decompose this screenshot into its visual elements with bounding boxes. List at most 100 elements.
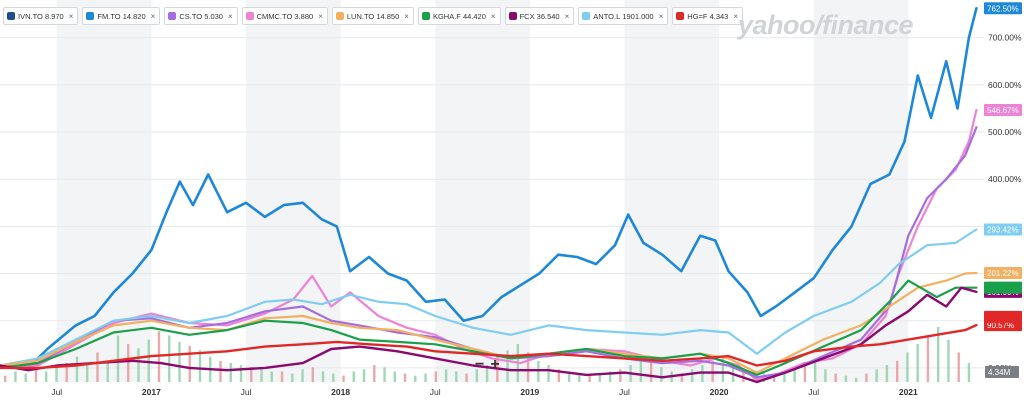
zoom-controls: − + bbox=[475, 356, 500, 374]
legend-chip[interactable]: LUN.TO 14.850 × bbox=[331, 7, 414, 25]
end-label-badge bbox=[984, 223, 1022, 236]
legend-symbol: ANTO.L bbox=[593, 11, 621, 21]
volume-bar bbox=[45, 371, 48, 382]
volume-bar bbox=[291, 373, 294, 382]
legend-swatch bbox=[245, 12, 254, 20]
close-icon[interactable]: × bbox=[227, 11, 233, 21]
legend-chip[interactable]: IVN.TO 8.970 × bbox=[3, 7, 79, 25]
close-icon[interactable]: × bbox=[318, 11, 323, 21]
end-label: 90.57% bbox=[987, 321, 1014, 330]
legend-price: 8.970 bbox=[42, 11, 64, 21]
volume-bar bbox=[936, 327, 940, 382]
close-icon[interactable]: × bbox=[490, 11, 496, 21]
close-icon[interactable]: × bbox=[68, 11, 74, 21]
volume-bar bbox=[834, 373, 837, 382]
series-line bbox=[0, 286, 978, 384]
volume-bar bbox=[854, 377, 858, 382]
x-tick-label: Jul bbox=[241, 387, 252, 397]
x-tick-label: Jul bbox=[51, 387, 62, 397]
volume-bar bbox=[250, 367, 253, 382]
volume-bar bbox=[219, 360, 222, 382]
legend-chip[interactable]: FCX 36.540 × bbox=[504, 7, 575, 25]
volume-bar bbox=[506, 350, 509, 382]
legend-price: 36.540 bbox=[534, 11, 560, 21]
legend-chip[interactable]: HG=F 4.343 × bbox=[672, 7, 744, 25]
volume-bar bbox=[34, 369, 38, 382]
yahoo-finance-logo: yahoo/finance bbox=[738, 10, 914, 40]
volume-bar bbox=[598, 373, 602, 382]
x-tick-label: 2018 bbox=[331, 387, 350, 397]
legend-symbol: FM.TO bbox=[97, 11, 121, 21]
volume-bar bbox=[96, 352, 99, 382]
volume-bar bbox=[772, 375, 776, 382]
period-band bbox=[246, 0, 341, 382]
y-tick-label: 600.00% bbox=[988, 80, 1022, 90]
zoom-out-button[interactable]: − bbox=[475, 356, 485, 373]
volume-bar bbox=[947, 339, 950, 382]
x-tick-label: 2020 bbox=[710, 387, 729, 397]
period-band bbox=[624, 0, 720, 382]
volume-bar bbox=[373, 365, 376, 382]
volume-bar bbox=[321, 371, 325, 382]
volume-bar bbox=[414, 375, 417, 382]
series-line bbox=[0, 323, 978, 370]
x-tick-label: Jul bbox=[430, 387, 441, 397]
legend-chip[interactable]: KGHA.F 44.420 × bbox=[417, 7, 501, 25]
volume-bar bbox=[619, 369, 622, 382]
legend-chip[interactable]: ANTO.L 1901.000 × bbox=[578, 7, 669, 25]
volume-bar bbox=[260, 369, 263, 382]
volume-bar bbox=[957, 352, 960, 382]
volume-badge bbox=[985, 366, 1019, 378]
volume-bar bbox=[588, 375, 591, 382]
volume-bar bbox=[783, 371, 786, 382]
legend-chip[interactable]: CMMC.TO 3.880 × bbox=[241, 7, 328, 25]
volume-bar bbox=[608, 371, 612, 382]
period-band bbox=[813, 0, 909, 382]
volume-bar bbox=[557, 369, 561, 382]
legend-swatch bbox=[676, 12, 685, 20]
legend-swatch bbox=[168, 12, 177, 20]
close-icon[interactable]: × bbox=[564, 11, 570, 21]
volume-bar bbox=[229, 362, 232, 382]
volume-bar bbox=[537, 360, 540, 382]
close-icon[interactable]: × bbox=[150, 11, 156, 21]
volume-bar bbox=[14, 371, 17, 382]
volume-bar bbox=[280, 371, 284, 382]
legend-symbol: KGHA.F bbox=[432, 11, 461, 21]
volume-bar bbox=[332, 373, 335, 382]
volume-bar bbox=[403, 373, 407, 382]
close-icon[interactable]: × bbox=[733, 11, 739, 21]
volume-bar bbox=[86, 365, 89, 382]
volume-bar bbox=[865, 373, 868, 382]
legend-chip[interactable]: CS.TO 5.030 × bbox=[164, 7, 238, 25]
legend-symbol: CS.TO bbox=[179, 11, 203, 21]
volume-bar bbox=[475, 369, 479, 382]
volume-bar bbox=[362, 369, 366, 382]
legend-symbol: FCX bbox=[519, 11, 535, 21]
volume-bar bbox=[578, 373, 581, 382]
end-label-badge bbox=[984, 281, 1022, 294]
volume-bar bbox=[137, 348, 140, 382]
volume-bar bbox=[178, 341, 181, 382]
end-label: 546.67% bbox=[987, 106, 1019, 115]
volume-bar bbox=[906, 352, 909, 382]
legend-chip[interactable]: FM.TO 14.820 × bbox=[82, 7, 161, 25]
volume-bar bbox=[393, 371, 396, 382]
volume-bar bbox=[875, 369, 878, 382]
close-icon[interactable]: × bbox=[658, 11, 664, 21]
legend-swatch bbox=[582, 12, 591, 20]
volume-bar bbox=[424, 373, 427, 382]
legend-swatch bbox=[86, 12, 95, 20]
legend: IVN.TO 8.970 × FM.TO 14.820 × CS.TO 5.030 × CM… bbox=[3, 7, 744, 25]
legend-symbol: LUN.TO bbox=[346, 11, 375, 21]
zoom-in-button[interactable]: + bbox=[490, 356, 500, 373]
period-band bbox=[435, 0, 530, 382]
legend-swatch bbox=[508, 12, 517, 20]
volume-bar bbox=[65, 362, 68, 382]
close-icon[interactable]: × bbox=[404, 11, 409, 21]
volume-bar bbox=[916, 343, 919, 382]
volume-bar bbox=[649, 360, 653, 382]
volume-bar bbox=[813, 358, 817, 382]
volume-bar bbox=[742, 369, 745, 382]
